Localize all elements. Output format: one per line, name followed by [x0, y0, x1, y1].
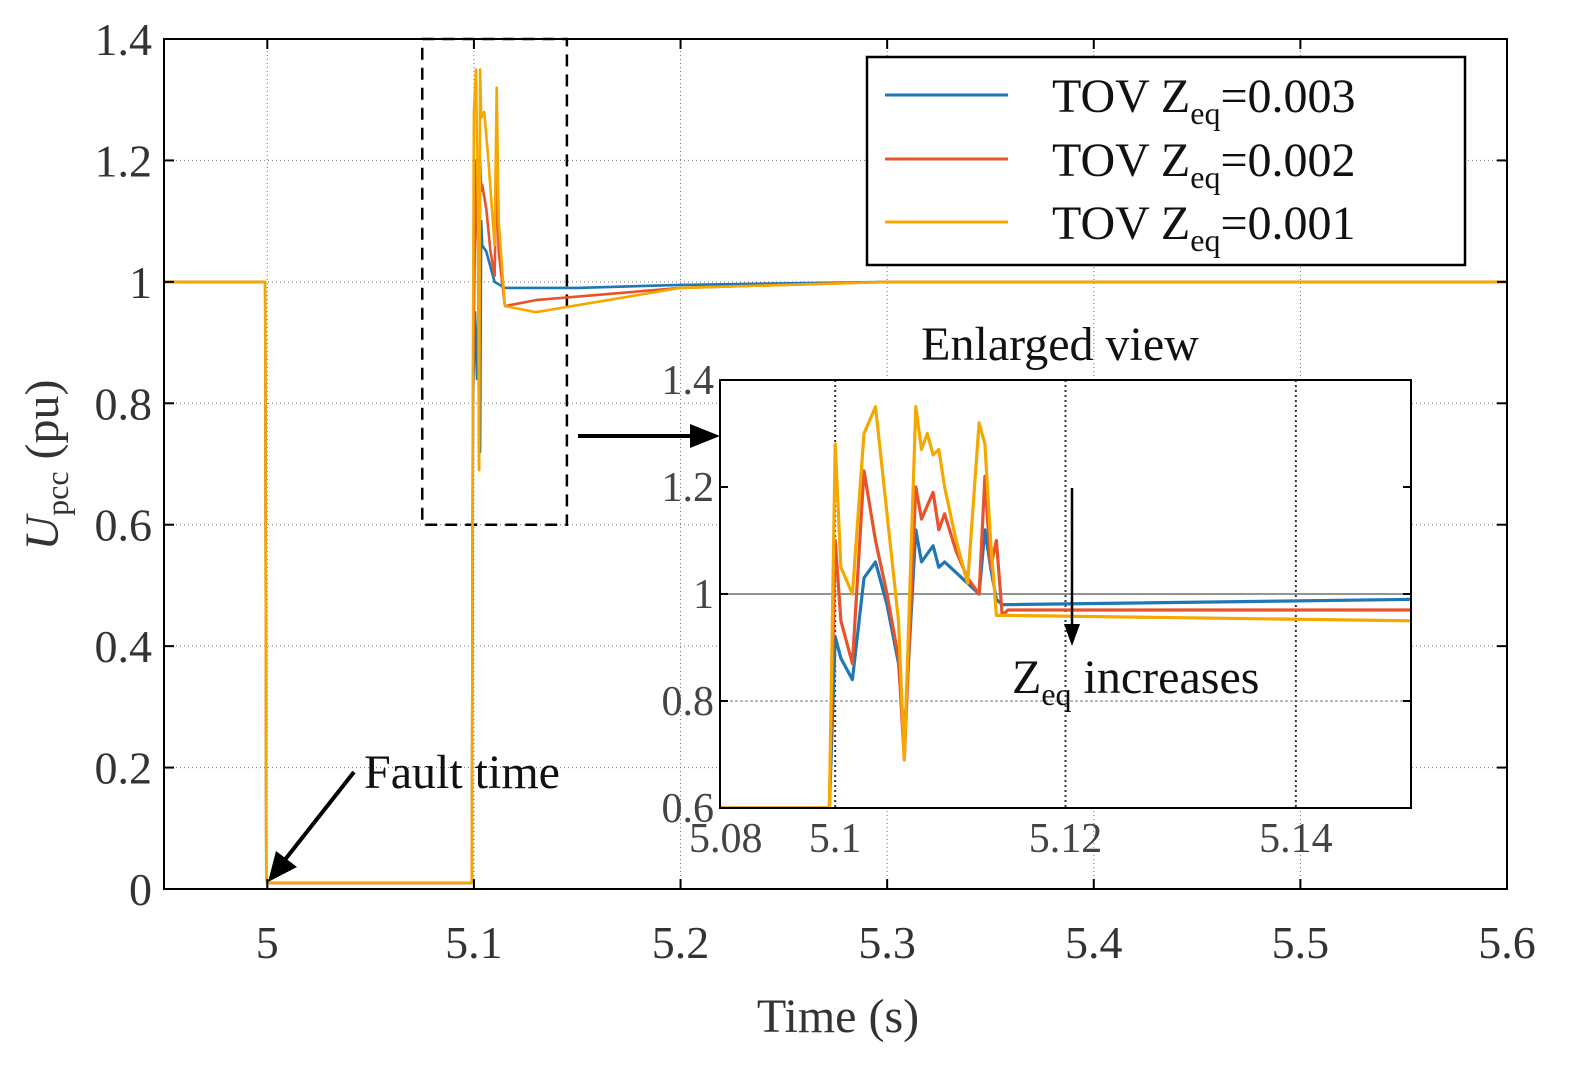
fault-time-arrow — [278, 770, 356, 868]
x-tick-label-0: 5 — [256, 917, 279, 968]
y-axis-title-main: U — [16, 513, 69, 551]
series-line-3 — [164, 68, 1507, 885]
legend-box — [865, 55, 1467, 267]
legend-label-1-prefix: TOV Z — [1052, 70, 1190, 123]
fault-time-label: Fault time — [364, 746, 560, 799]
y-axis-title-sub: pcc — [39, 471, 75, 515]
legend-label-3-sub: eq — [1190, 222, 1220, 258]
x-tick-label-1: 5.1 — [445, 917, 503, 968]
legend-label-2: TOV Zeq=0.002 — [1052, 134, 1356, 195]
x-tick-label-4: 5.4 — [1065, 917, 1123, 968]
legend-label-3-value: =0.001 — [1220, 197, 1355, 250]
y-tick-label-7: 1.4 — [95, 14, 153, 65]
inset-y-tick-label-1: 0.8 — [662, 679, 715, 725]
inset-x-tick-label-2: 5.12 — [1029, 816, 1103, 862]
legend-label-1-value: =0.003 — [1220, 70, 1355, 123]
legend: TOV Zeq=0.003 TOV Zeq=0.002 TOV Zeq=0.00… — [865, 55, 1467, 267]
inset-y-tick-label-0: 0.6 — [662, 786, 715, 832]
y-tick-label-2: 0.4 — [95, 621, 153, 672]
y-axis-title: Upcc (pu) — [16, 379, 75, 550]
zoom-box — [421, 37, 569, 526]
inset-x-tick-label-1: 5.1 — [809, 816, 862, 862]
inset-title: Enlarged view — [921, 318, 1199, 371]
zeq-increases-label: Zeq increases — [1012, 651, 1259, 712]
x-tick-label-5: 5.5 — [1272, 917, 1330, 968]
fault-time-arrowhead — [268, 851, 297, 882]
zeq-arrowhead — [1064, 624, 1080, 646]
inset-y-tick-label-2: 1 — [693, 572, 714, 618]
inset-x-tick-label-0: 5.08 — [689, 816, 763, 862]
y-tick-label-5: 1 — [129, 257, 152, 308]
zeq-label-suffix: increases — [1072, 651, 1260, 704]
inset-plot: 5.08 5.1 5.12 5.14 0.6 0.8 1 1.2 1.4 — [662, 358, 1412, 862]
y-tick-label-0: 0 — [129, 864, 152, 915]
legend-label-2-value: =0.002 — [1220, 134, 1355, 187]
inset-series — [720, 405, 1411, 808]
legend-label-2-prefix: TOV Z — [1052, 134, 1190, 187]
zeq-label-sub: eq — [1041, 676, 1071, 712]
legend-label-3: TOV Zeq=0.001 — [1052, 197, 1356, 258]
legend-label-3-prefix: TOV Z — [1052, 197, 1190, 250]
inset-y-tick-label-3: 1.2 — [662, 465, 715, 511]
y-tick-label-4: 0.8 — [95, 378, 153, 429]
inset-series-line-1 — [720, 528, 1411, 808]
y-tick-label-6: 1.2 — [95, 135, 153, 186]
x-tick-label-2: 5.2 — [652, 917, 710, 968]
inset-series-line-3 — [720, 405, 1411, 808]
zeq-label-prefix: Z — [1012, 651, 1041, 704]
zoom-pointer-arrowhead — [690, 424, 720, 448]
x-axis-title: Time (s) — [757, 990, 919, 1043]
legend-label-1-sub: eq — [1190, 95, 1220, 131]
main-plot-frame — [163, 38, 1508, 890]
x-tick-label-6: 5.6 — [1478, 917, 1536, 968]
x-tick-label-3: 5.3 — [858, 917, 916, 968]
inset-y-tick-label-4: 1.4 — [662, 358, 715, 404]
y-tick-label-1: 0.2 — [95, 743, 153, 794]
y-axis-title-unit: (pu) — [16, 379, 69, 471]
legend-label-2-sub: eq — [1190, 159, 1220, 195]
inset-x-tick-label-3: 5.14 — [1259, 816, 1333, 862]
y-tick-label-3: 0.6 — [95, 500, 153, 551]
legend-label-1: TOV Zeq=0.003 — [1052, 70, 1356, 131]
